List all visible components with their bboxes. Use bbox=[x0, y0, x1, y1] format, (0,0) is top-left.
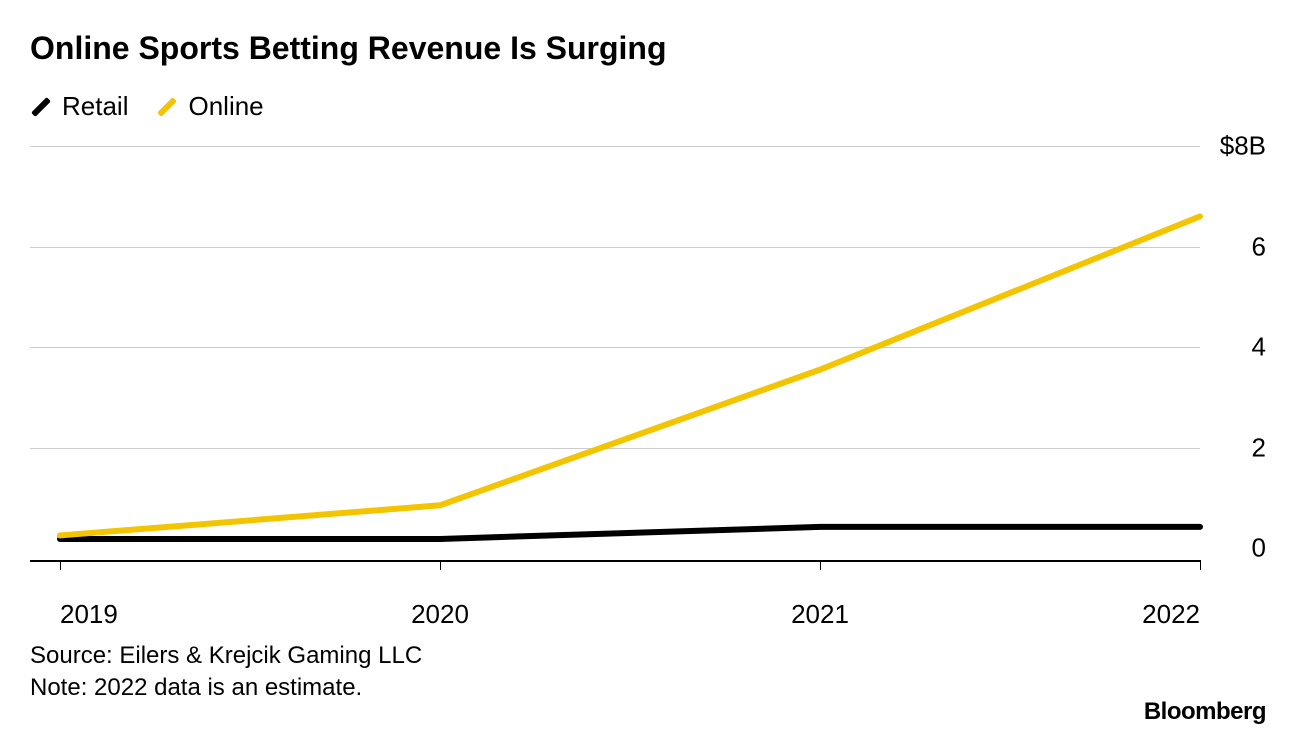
note-text: Note: 2022 data is an estimate. bbox=[30, 672, 1266, 704]
legend-swatch-retail bbox=[31, 97, 51, 117]
chart-area: 0246$8B2019202020212022 bbox=[30, 134, 1266, 584]
legend: Retail Online bbox=[30, 91, 1266, 122]
chart-footer: Source: Eilers & Krejcik Gaming LLC Note… bbox=[30, 640, 1266, 705]
series-line-retail bbox=[60, 527, 1200, 539]
x-axis-label: 2021 bbox=[791, 599, 849, 630]
legend-label-online: Online bbox=[188, 91, 263, 122]
x-axis-label: 2022 bbox=[1142, 599, 1200, 630]
plot-svg bbox=[30, 134, 1266, 584]
source-text: Source: Eilers & Krejcik Gaming LLC bbox=[30, 640, 1266, 672]
series-line-online bbox=[60, 216, 1200, 535]
chart-title: Online Sports Betting Revenue Is Surging bbox=[30, 30, 1266, 67]
legend-item-online: Online bbox=[156, 91, 263, 122]
legend-item-retail: Retail bbox=[30, 91, 128, 122]
x-axis-label: 2019 bbox=[60, 599, 118, 630]
legend-label-retail: Retail bbox=[62, 91, 128, 122]
brand-logo: Bloomberg bbox=[1144, 698, 1266, 726]
legend-swatch-online bbox=[158, 97, 178, 117]
x-axis-label: 2020 bbox=[411, 599, 469, 630]
